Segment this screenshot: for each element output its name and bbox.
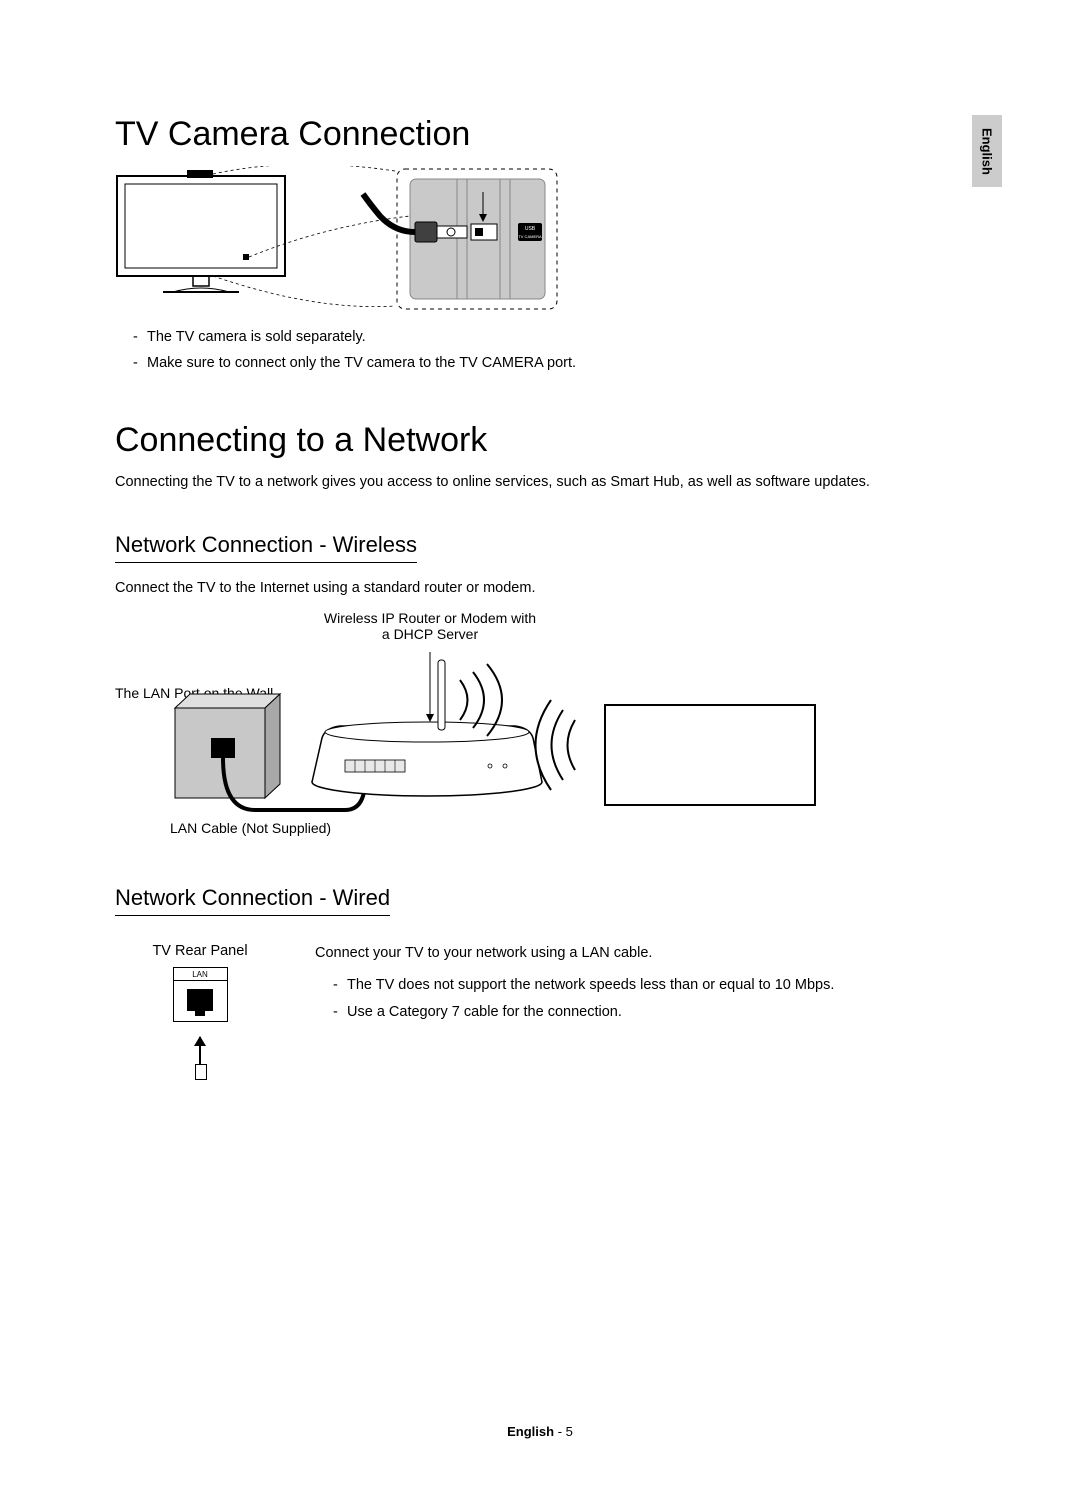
lan-port-icon: LAN bbox=[173, 967, 228, 1022]
section2-title: Connecting to a Network bbox=[115, 421, 980, 460]
page-footer: English - 5 bbox=[0, 1424, 1080, 1439]
svg-text:TV CAMERA: TV CAMERA bbox=[518, 234, 542, 239]
footer-page: 5 bbox=[566, 1424, 573, 1439]
lan-text: LAN bbox=[174, 970, 227, 981]
wired-right-col: Connect your TV to your network using a … bbox=[315, 943, 980, 1072]
language-tab-text: English bbox=[980, 128, 995, 175]
language-tab: English bbox=[972, 115, 1002, 187]
note-item: The TV camera is sold separately. bbox=[133, 324, 980, 350]
wireless-diagram: Wireless IP Router or Modem with a DHCP … bbox=[115, 610, 855, 845]
camera-diagram: USB TV CAMERA bbox=[115, 166, 565, 316]
note-item: The TV does not support the network spee… bbox=[333, 972, 980, 998]
wired-intro: Connect your TV to your network using a … bbox=[315, 943, 980, 965]
lan-jack-icon bbox=[187, 989, 213, 1011]
rear-panel-label: TV Rear Panel bbox=[115, 943, 285, 959]
section1-notes: The TV camera is sold separately. Make s… bbox=[115, 324, 980, 376]
wired-left-col: TV Rear Panel LAN bbox=[115, 943, 285, 1072]
section2-intro: Connecting the TV to a network gives you… bbox=[115, 472, 980, 494]
wired-title: Network Connection - Wired bbox=[115, 885, 390, 916]
note-item: Use a Category 7 cable for the connectio… bbox=[333, 999, 980, 1025]
wired-notes: The TV does not support the network spee… bbox=[315, 972, 980, 1024]
section1-title: TV Camera Connection bbox=[115, 115, 980, 154]
footer-sep: - bbox=[554, 1424, 566, 1439]
svg-text:USB: USB bbox=[525, 226, 536, 232]
wireless-intro: Connect the TV to the Internet using a s… bbox=[115, 578, 980, 600]
wired-row: TV Rear Panel LAN Connect your TV to you… bbox=[115, 943, 980, 1072]
arrow-up-icon bbox=[199, 1037, 201, 1072]
footer-language: English bbox=[507, 1424, 554, 1439]
wireless-title: Network Connection - Wireless bbox=[115, 532, 417, 563]
note-item: Make sure to connect only the TV camera … bbox=[133, 350, 980, 376]
